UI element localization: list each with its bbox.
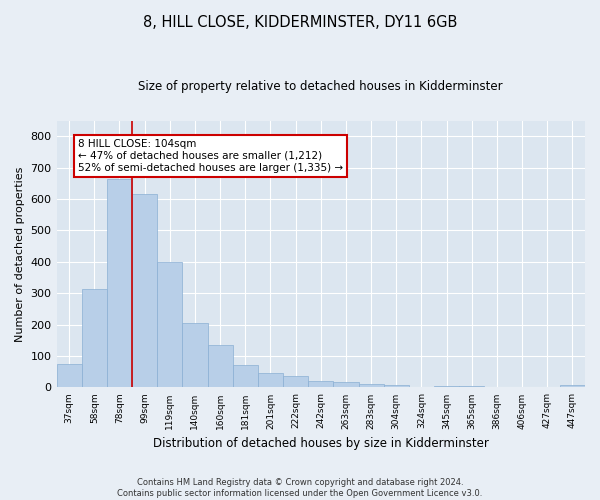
Bar — [182, 323, 208, 388]
Bar — [459, 386, 484, 388]
Bar — [107, 178, 132, 388]
Bar — [334, 382, 359, 388]
Text: Contains HM Land Registry data © Crown copyright and database right 2024.
Contai: Contains HM Land Registry data © Crown c… — [118, 478, 482, 498]
Bar — [208, 345, 233, 388]
Y-axis label: Number of detached properties: Number of detached properties — [15, 166, 25, 342]
Bar — [434, 386, 459, 388]
Bar — [56, 364, 82, 388]
Bar — [283, 376, 308, 388]
Bar — [308, 381, 334, 388]
Bar — [132, 194, 157, 388]
Bar — [233, 366, 258, 388]
Bar — [157, 262, 182, 388]
Bar — [383, 385, 409, 388]
Bar — [82, 288, 107, 388]
Bar — [359, 384, 383, 388]
X-axis label: Distribution of detached houses by size in Kidderminster: Distribution of detached houses by size … — [153, 437, 489, 450]
Bar — [560, 385, 585, 388]
Text: 8, HILL CLOSE, KIDDERMINSTER, DY11 6GB: 8, HILL CLOSE, KIDDERMINSTER, DY11 6GB — [143, 15, 457, 30]
Title: Size of property relative to detached houses in Kidderminster: Size of property relative to detached ho… — [139, 80, 503, 93]
Bar — [258, 372, 283, 388]
Text: 8 HILL CLOSE: 104sqm
← 47% of detached houses are smaller (1,212)
52% of semi-de: 8 HILL CLOSE: 104sqm ← 47% of detached h… — [78, 140, 343, 172]
